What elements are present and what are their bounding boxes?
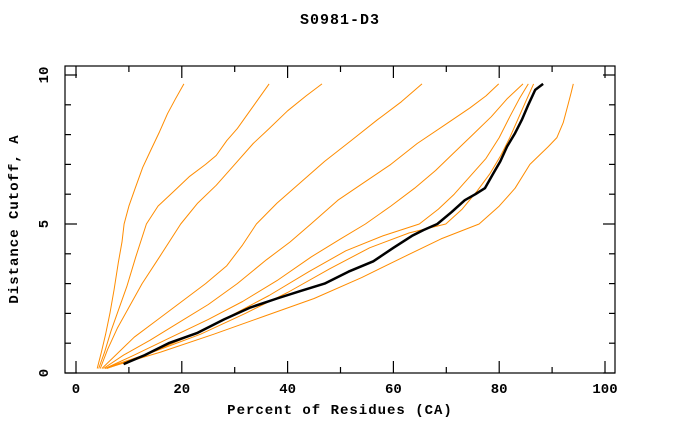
series-line-model-2 bbox=[98, 83, 270, 369]
y-tick-label: 0 bbox=[37, 369, 53, 377]
x-tick-label: 20 bbox=[173, 382, 190, 398]
series-line-model-1 bbox=[96, 83, 185, 369]
axis-ticks bbox=[65, 66, 615, 374]
y-tick-label: 5 bbox=[37, 220, 53, 228]
series-lines bbox=[96, 82, 574, 369]
x-tick-label: 0 bbox=[72, 382, 80, 398]
x-tick-label: 80 bbox=[491, 382, 508, 398]
series-line-model-5 bbox=[103, 83, 500, 369]
series-line-model-8 bbox=[108, 83, 535, 368]
chart-title: S0981-D3 bbox=[300, 12, 380, 29]
tick-labels: 0 20 40 60 80 100 0 5 10 bbox=[37, 67, 618, 398]
x-axis-label: Percent of Residues (CA) bbox=[227, 403, 453, 419]
series-line-model-4 bbox=[101, 83, 423, 369]
x-tick-label: 40 bbox=[279, 382, 296, 398]
x-tick-label: 60 bbox=[385, 382, 402, 398]
y-tick-label: 10 bbox=[37, 67, 53, 84]
series-line-model-7 bbox=[106, 83, 529, 369]
series-line-model-3 bbox=[99, 83, 323, 369]
x-tick-label: 100 bbox=[592, 382, 617, 398]
series-line-model-9 bbox=[110, 83, 574, 368]
series-line-highlight-model bbox=[123, 82, 544, 366]
series-line-model-6 bbox=[104, 83, 524, 369]
y-axis-label: Distance Cutoff, A bbox=[7, 134, 23, 303]
